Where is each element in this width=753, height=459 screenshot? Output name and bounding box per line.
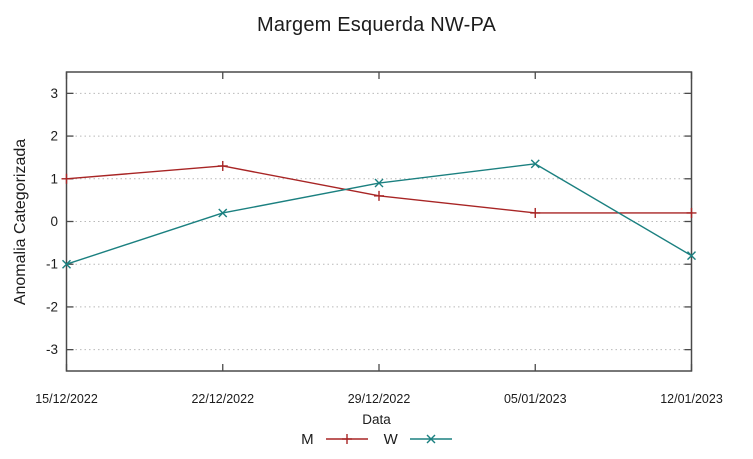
series-W-marker [374, 178, 384, 188]
y-tick-label: 2 [50, 129, 58, 144]
y-tick-label: -3 [46, 342, 58, 357]
legend-line-sample-m [325, 434, 368, 444]
y-tick-label: 0 [50, 214, 58, 229]
x-tick-label: 12/01/2023 [660, 392, 723, 406]
y-tick-label: 1 [50, 171, 58, 186]
legend-sample-marker [426, 434, 436, 444]
series-W-marker [687, 251, 696, 261]
x-tick-label: 22/12/2022 [191, 392, 254, 406]
chart-title: Margem Esquerda NW-PA [256, 14, 497, 36]
legend-item-m: M [301, 431, 368, 448]
y-tick-label: -2 [46, 299, 58, 314]
y-tick-label: 3 [50, 86, 58, 101]
y-tick-label: -1 [46, 257, 58, 272]
legend-line-sample-w [409, 434, 452, 444]
legend-label-w: W [383, 430, 398, 448]
x-tick-label: 15/12/2022 [35, 392, 98, 406]
series-M-line [66, 165, 692, 214]
series-W-marker [530, 159, 540, 169]
legend-label-m: M [301, 430, 314, 448]
series-W-marker [62, 259, 71, 269]
x-tick-label: 05/01/2023 [504, 392, 567, 406]
x-tick-label: 29/12/2022 [348, 392, 411, 406]
x-axis-label: Data [362, 412, 391, 427]
series-W-marker [218, 208, 228, 218]
legend: M W [0, 429, 753, 449]
legend-item-w: W [384, 431, 452, 448]
